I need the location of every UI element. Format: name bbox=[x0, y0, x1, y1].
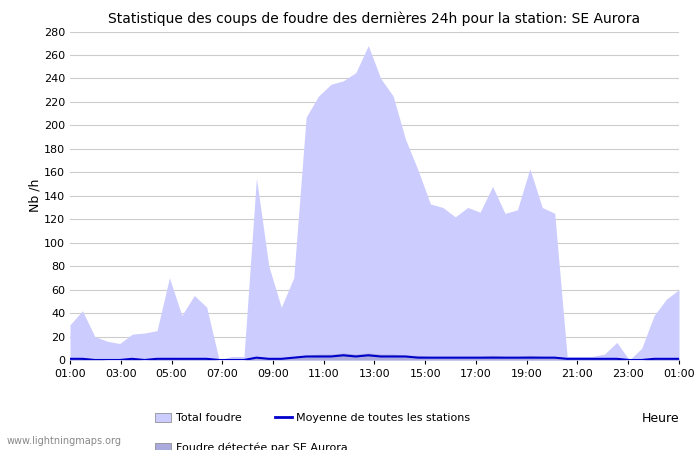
Title: Statistique des coups de foudre des dernières 24h pour la station: SE Aurora: Statistique des coups de foudre des dern… bbox=[108, 12, 640, 26]
Text: www.lightningmaps.org: www.lightningmaps.org bbox=[7, 436, 122, 446]
Y-axis label: Nb /h: Nb /h bbox=[28, 179, 41, 212]
Text: Heure: Heure bbox=[641, 412, 679, 425]
Legend: Foudre détectée par SE Aurora: Foudre détectée par SE Aurora bbox=[155, 442, 348, 450]
